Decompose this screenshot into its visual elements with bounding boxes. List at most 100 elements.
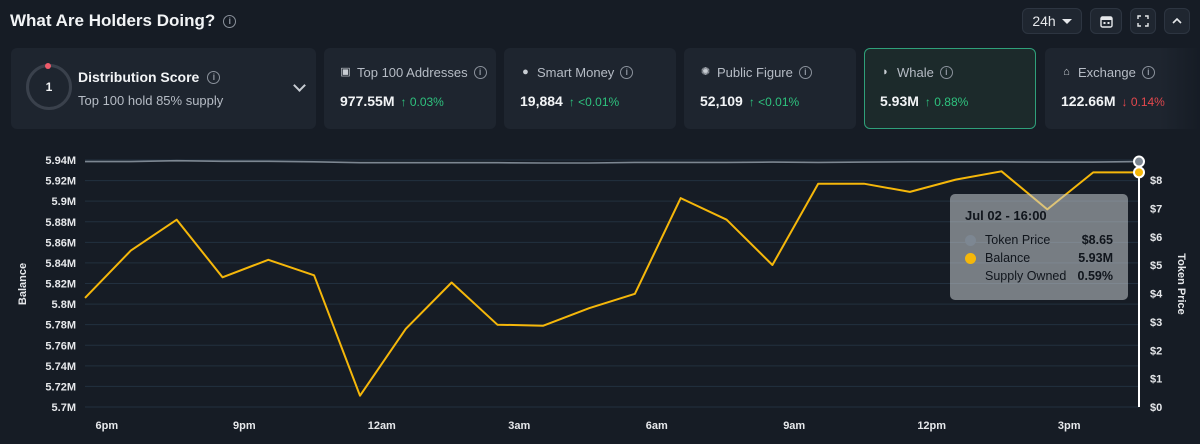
y2-tick-label: $2 (1150, 345, 1162, 357)
time-range-select[interactable]: 24h (1022, 8, 1082, 34)
x-tick-label: 3am (508, 420, 530, 432)
tooltip-row-value: 5.93M (1078, 251, 1113, 265)
distribution-score-card[interactable]: 1 Distribution Score i Top 100 hold 85% … (11, 48, 316, 129)
info-icon[interactable]: i (473, 66, 487, 79)
tooltip-row-label: Balance (985, 251, 1031, 265)
token-price-marker (1133, 155, 1145, 168)
y-tick-label: 5.84M (45, 258, 76, 270)
card-public-figure[interactable]: ✺ Public Figure i 52,109 ↑ <0.01% (684, 48, 856, 129)
time-range-value: 24h (1032, 13, 1056, 29)
collapse-button[interactable] (1164, 8, 1190, 34)
y-tick-label: 5.8M (52, 299, 76, 311)
y-axis-label: Balance (17, 263, 29, 305)
card-label: Exchange (1078, 65, 1136, 80)
y2-tick-label: $7 (1150, 203, 1162, 215)
series-line-token-price (85, 159, 1140, 164)
info-icon[interactable]: i (223, 14, 237, 28)
bank-icon: ⌂ (1063, 66, 1070, 78)
chevron-down-icon[interactable] (293, 79, 306, 92)
series-line-balance (84, 170, 1139, 397)
y-tick-label: 5.74M (45, 361, 76, 373)
tooltip-row-value: 0.59% (1077, 269, 1113, 283)
y-tick-label: 5.78M (45, 320, 76, 332)
tooltip-row-value: $8.65 (1081, 233, 1113, 247)
legend-dot (965, 252, 976, 264)
y2-tick-label: $8 (1150, 175, 1162, 187)
x-tick-label: 12am (368, 420, 396, 432)
card-top-100-addresses[interactable]: ▣ Top 100 Addresses i 977.55M ↑ 0.03% (324, 48, 496, 129)
y2-tick-label: $3 (1150, 317, 1162, 329)
x-tick-label: 6am (646, 420, 668, 432)
card-value: 19,884 (520, 93, 563, 109)
card-value: 52,109 (700, 93, 743, 109)
card-label: Whale (897, 65, 934, 80)
fullscreen-icon (1137, 15, 1149, 27)
calendar-button[interactable] (1090, 8, 1122, 34)
wallet-icon: ▣ (340, 66, 351, 78)
chevron-down-icon (1061, 18, 1072, 24)
card-label: Public Figure (717, 65, 793, 80)
tooltip-title: Jul 02 - 16:00 (965, 208, 1047, 223)
distribution-score-title-row: Distribution Score i (78, 69, 221, 85)
smart-money-icon: ● (522, 66, 529, 78)
chart-series (84, 159, 1140, 397)
distribution-score-ring: 1 (26, 64, 72, 110)
distribution-score-title: Distribution Score (78, 69, 200, 85)
x-tick-label: 12pm (917, 420, 946, 432)
info-icon[interactable]: i (798, 66, 812, 79)
y-axis-left: 5.94M 5.92M 5.9M 5.88M 5.86M 5.84M 5.82M 5.8M 5.… (45, 155, 76, 414)
info-icon[interactable]: i (1141, 66, 1155, 79)
x-tick-label: 9am (783, 420, 805, 432)
tooltip-row-supply-owned: Supply Owned 0.59% (965, 267, 1113, 285)
score-indicator-dot (45, 63, 51, 69)
info-icon[interactable]: i (620, 66, 634, 79)
tooltip-row-label: Token Price (985, 233, 1051, 247)
y-tick-label: 5.7M (52, 402, 76, 414)
card-label: Smart Money (537, 65, 615, 80)
x-axis: 6pm 9pm 12am 3am 6am 9am 12pm 3pm (96, 420, 1081, 432)
card-smart-money[interactable]: ● Smart Money i 19,884 ↑ <0.01% (504, 48, 676, 129)
card-change: ↑ 0.03% (400, 95, 444, 109)
card-change: ↑ 0.88% (924, 95, 969, 109)
y2-axis-label: Token Price (1175, 253, 1187, 315)
distribution-score-value: 1 (45, 80, 53, 94)
card-value: 5.93M (880, 93, 919, 109)
card-value: 977.55M (340, 93, 395, 109)
card-whale[interactable]: ◗ Whale i 5.93M ↑ 0.88% (864, 48, 1036, 129)
y-tick-label: 5.9M (52, 196, 76, 208)
balance-chart[interactable]: 5.94M 5.92M 5.9M 5.88M 5.86M 5.84M 5.82M 5.8M 5.… (0, 140, 1200, 444)
y2-tick-label: $6 (1150, 232, 1162, 244)
distribution-score-subtitle: Top 100 hold 85% supply (78, 93, 224, 108)
hover-markers (1133, 155, 1145, 179)
x-tick-label: 6pm (96, 420, 119, 432)
y2-tick-label: $0 (1150, 402, 1162, 414)
header: What Are Holders Doing? i (10, 8, 237, 34)
page-title: What Are Holders Doing? (10, 11, 216, 30)
whale-icon: ◗ (882, 66, 889, 78)
y2-tick-label: $1 (1150, 374, 1162, 386)
card-change: ↑ <0.01% (568, 95, 620, 109)
y-tick-label: 5.94M (45, 155, 76, 167)
y2-tick-label: $4 (1150, 289, 1163, 301)
y-tick-label: 5.76M (45, 340, 76, 352)
card-change: ↑ <0.01% (748, 95, 800, 109)
card-change: ↓ 0.14% (1121, 95, 1165, 109)
info-icon[interactable]: i (939, 66, 953, 79)
holder-cards: 1 Distribution Score i Top 100 hold 85% … (11, 48, 1200, 130)
y2-tick-label: $5 (1150, 260, 1162, 272)
card-label: Top 100 Addresses (357, 65, 468, 80)
y-tick-label: 5.72M (45, 381, 76, 393)
fullscreen-button[interactable] (1130, 8, 1156, 34)
calendar-icon (1099, 15, 1113, 28)
chart-controls: 24h (1022, 8, 1190, 34)
x-tick-label: 9pm (233, 420, 256, 432)
balance-marker (1133, 166, 1145, 179)
y-axis-right: $8 $7 $6 $5 $4 $3 $2 $1 $0 (1150, 175, 1163, 414)
info-icon[interactable]: i (207, 70, 221, 84)
chart-tooltip: Jul 02 - 16:00 Token Price $8.65 Balance… (950, 194, 1128, 300)
tooltip-row-token-price: Token Price $8.65 (965, 231, 1113, 249)
y-tick-label: 5.82M (45, 279, 76, 291)
y-tick-label: 5.86M (45, 237, 76, 249)
y-tick-label: 5.92M (45, 176, 76, 188)
legend-dot (965, 271, 976, 282)
